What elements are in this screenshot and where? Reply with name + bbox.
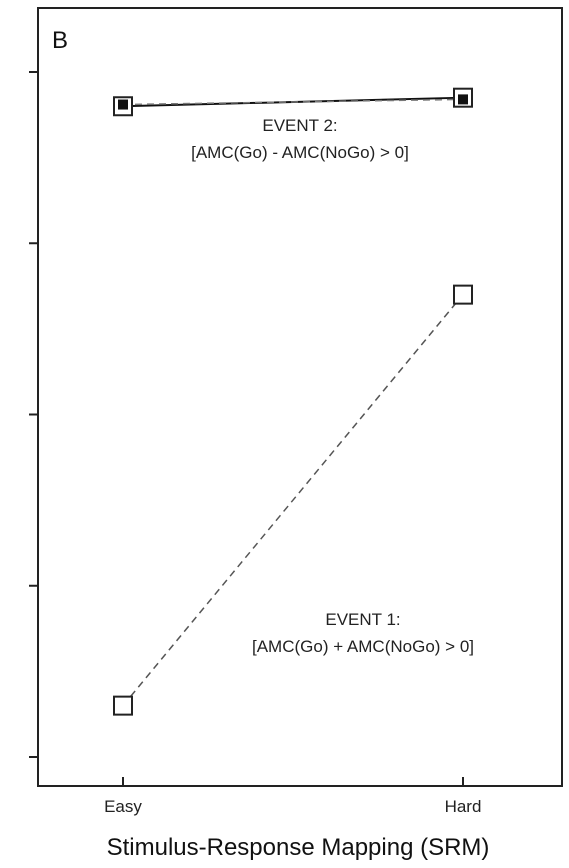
series-layer — [113, 87, 473, 716]
series-line — [122, 98, 464, 106]
x-tick-label: Easy — [104, 797, 142, 816]
y-axis-ticks — [29, 71, 38, 758]
annotation-line: EVENT 1: — [325, 610, 400, 629]
data-point — [453, 284, 473, 305]
data-point — [118, 99, 128, 110]
x-axis-title: Stimulus-Response Mapping (SRM) — [107, 834, 490, 861]
annotation-layer: EVENT 2: [AMC(Go) - AMC(NoGo) > 0] EVENT 1… — [191, 116, 474, 656]
annotation: EVENT 2: [AMC(Go) - AMC(NoGo) > 0] — [191, 116, 409, 162]
x-tick-label: Hard — [445, 797, 482, 816]
x-axis-ticks: Easy Hard — [104, 777, 481, 816]
data-point — [113, 695, 133, 716]
series-line — [122, 294, 464, 707]
data-point — [458, 94, 468, 105]
panel-label: B — [52, 27, 68, 54]
annotation: EVENT 1: [AMC(Go) + AMC(NoGo) > 0] — [252, 610, 474, 656]
plot-frame-group — [37, 7, 563, 787]
annotation-line: [AMC(Go) + AMC(NoGo) > 0] — [252, 637, 474, 656]
plot-frame — [37, 7, 563, 787]
annotation-line: [AMC(Go) - AMC(NoGo) > 0] — [191, 143, 409, 162]
annotation-line: EVENT 2: — [262, 116, 337, 135]
